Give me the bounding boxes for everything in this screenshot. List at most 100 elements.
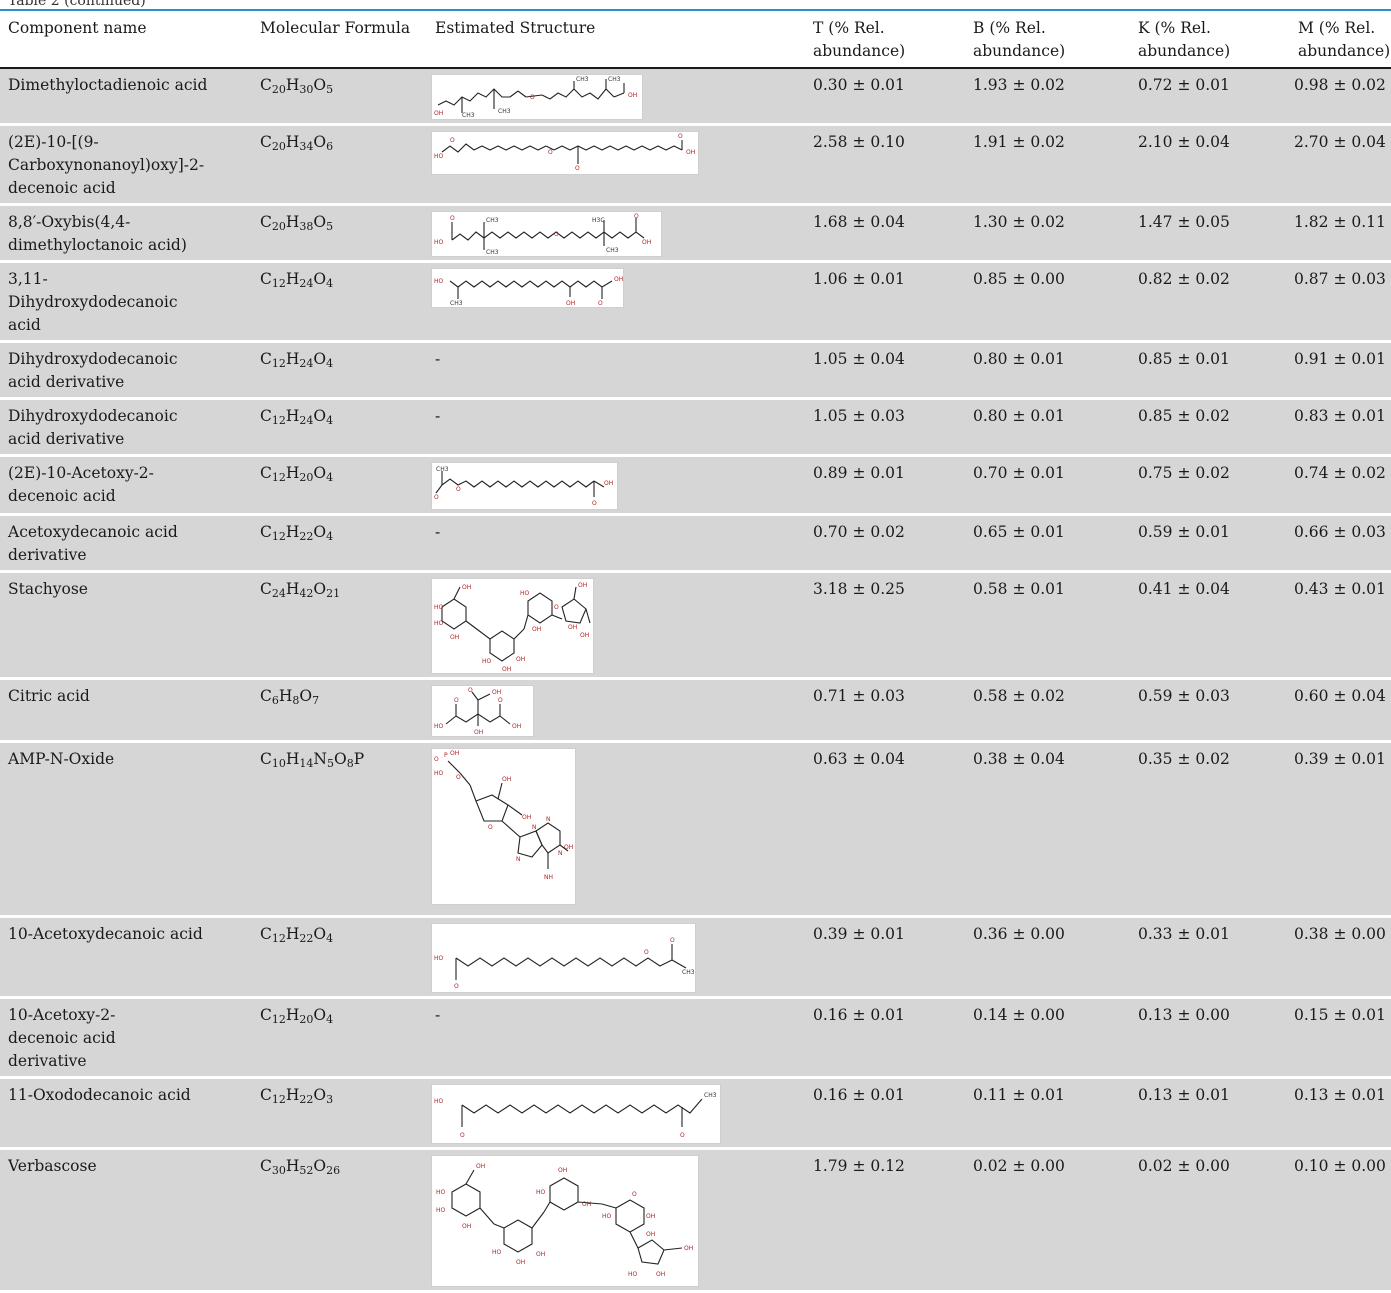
svg-text:OH: OH [462, 584, 471, 591]
svg-text:OH: OH [558, 1167, 567, 1174]
abundance-k-cell: 0.72 ± 0.01 [1130, 68, 1290, 125]
molecular-structure-image: O CH3 O O OH [431, 462, 618, 510]
structure-image-cell: OH OH O CH3 CH3 CH3 CH3 [427, 68, 805, 125]
svg-text:OH: OH [614, 276, 623, 283]
abundance-k-cell: 2.10 ± 0.04 [1130, 125, 1290, 205]
structure-image-cell: HO HO OH OH HO OH OH OH HO OH HO OH OH OH HO OH O [427, 1149, 805, 1292]
abundance-k-cell: 0.13 ± 0.00 [1130, 998, 1290, 1078]
svg-text:H3C: H3C [592, 217, 605, 224]
abundance-t-cell: 1.05 ± 0.04 [805, 342, 965, 399]
component-name-cell: AMP-N-Oxide [0, 742, 252, 917]
svg-text:OH: OH [434, 110, 443, 117]
component-name-cell: 10-Acetoxy-2-decenoic acid derivative [0, 998, 252, 1078]
abundance-t-cell: 0.89 ± 0.01 [805, 456, 965, 515]
svg-text:HO: HO [434, 153, 444, 160]
header-component-name: Component name [0, 12, 252, 68]
abundance-t-cell: 0.71 ± 0.03 [805, 679, 965, 742]
svg-text:HO: HO [434, 278, 444, 285]
table-row: (2E)-10-Acetoxy-2-decenoic acid C12H20O4 O… [0, 456, 1391, 515]
svg-text:CH3: CH3 [576, 76, 589, 83]
structure-image-cell: HO HO OH OH HO OH OH HO OH OH OH O OH [427, 572, 805, 679]
svg-text:CH3: CH3 [498, 108, 511, 115]
abundance-b-cell: 1.30 ± 0.02 [965, 205, 1130, 262]
abundance-k-cell: 0.85 ± 0.01 [1130, 342, 1290, 399]
header-k-abundance: K (% Rel. abundance) [1130, 12, 1290, 68]
abundance-m-cell: 0.91 ± 0.01 [1290, 342, 1391, 399]
abundance-m-cell: 2.70 ± 0.04 [1290, 125, 1391, 205]
abundance-t-cell: 3.18 ± 0.25 [805, 572, 965, 679]
table-row: Dimethyloctadienoic acid C20H30O5 OH OH O CH3… [0, 68, 1391, 125]
table-row: Dihydroxydodecanoic acid derivative C12H2… [0, 399, 1391, 456]
molecular-formula-cell: C10H14N5O8P [252, 742, 427, 917]
abundance-b-cell: 0.58 ± 0.02 [965, 679, 1130, 742]
table-row: (2E)-10-[(9-Carboxynonanoyl)oxy]-2-decen… [0, 125, 1391, 205]
structure-image-cell: HO OH OH O CH3 [427, 262, 805, 342]
abundance-k-cell: 0.59 ± 0.03 [1130, 679, 1290, 742]
svg-text:O: O [434, 494, 439, 501]
component-name-cell: Verbascose [0, 1149, 252, 1292]
svg-text:CH3: CH3 [450, 300, 463, 307]
svg-text:HO: HO [434, 1098, 444, 1105]
structure-placeholder: - [427, 399, 805, 456]
svg-text:OH: OH [564, 844, 573, 851]
abundance-b-cell: 0.65 ± 0.01 [965, 515, 1130, 572]
abundance-m-cell: 0.66 ± 0.03 [1290, 515, 1391, 572]
svg-text:NH: NH [544, 874, 553, 881]
abundance-b-cell: 0.80 ± 0.01 [965, 399, 1130, 456]
svg-text:O: O [456, 486, 461, 493]
svg-text:OH: OH [656, 1271, 665, 1278]
molecular-formula-cell: C12H22O3 [252, 1078, 427, 1149]
svg-text:OH: OH [580, 632, 589, 639]
svg-text:HO: HO [602, 1213, 612, 1220]
abundance-m-cell: 0.83 ± 0.01 [1290, 399, 1391, 456]
svg-text:O: O [680, 1132, 685, 1139]
svg-text:HO: HO [520, 590, 530, 597]
abundance-m-cell: 0.87 ± 0.03 [1290, 262, 1391, 342]
structure-placeholder: - [427, 342, 805, 399]
svg-text:CH3: CH3 [606, 247, 619, 254]
abundance-t-cell: 1.05 ± 0.03 [805, 399, 965, 456]
molecular-formula-cell: C12H20O4 [252, 456, 427, 515]
component-name-cell: 8,8′-Oxybis(4,4-dimethyloctanoic acid) [0, 205, 252, 262]
svg-text:OH: OH [502, 666, 511, 673]
svg-text:OH: OH [450, 634, 459, 641]
svg-text:O: O [454, 697, 459, 704]
abundance-k-cell: 0.82 ± 0.02 [1130, 262, 1290, 342]
abundance-k-cell: 0.02 ± 0.00 [1130, 1149, 1290, 1292]
abundance-m-cell: 0.60 ± 0.04 [1290, 679, 1391, 742]
svg-text:CH3: CH3 [436, 466, 449, 473]
table-row: 8,8′-Oxybis(4,4-dimethyloctanoic acid) C2… [0, 205, 1391, 262]
abundance-t-cell: 1.68 ± 0.04 [805, 205, 965, 262]
abundance-m-cell: 0.98 ± 0.02 [1290, 68, 1391, 125]
abundance-b-cell: 0.14 ± 0.00 [965, 998, 1130, 1078]
table-row: 10-Acetoxydecanoic acid C12H22O4 HO O O O CH3 0… [0, 917, 1391, 998]
table-row: Dihydroxydodecanoic acid derivative C12H2… [0, 342, 1391, 399]
svg-text:OH: OH [532, 626, 541, 633]
molecular-formula-cell: C30H52O26 [252, 1149, 427, 1292]
svg-text:CH3: CH3 [462, 112, 475, 119]
svg-text:HO: HO [434, 723, 444, 730]
abundance-k-cell: 0.59 ± 0.01 [1130, 515, 1290, 572]
abundance-t-cell: 1.06 ± 0.01 [805, 262, 965, 342]
svg-text:OH: OH [628, 92, 637, 99]
svg-text:OH: OH [686, 149, 695, 156]
svg-text:O: O [450, 215, 455, 222]
abundance-t-cell: 0.16 ± 0.01 [805, 1078, 965, 1149]
structure-image-cell: HO O O OH O O [427, 125, 805, 205]
abundance-k-cell: 0.41 ± 0.04 [1130, 572, 1290, 679]
component-name-cell: Dimethyloctadienoic acid [0, 68, 252, 125]
svg-text:CH3: CH3 [486, 217, 499, 224]
abundance-k-cell: 0.35 ± 0.02 [1130, 742, 1290, 917]
svg-text:CH3: CH3 [704, 1092, 717, 1099]
table-top-rule [0, 9, 1391, 11]
structure-image-cell: HO O O O CH3 [427, 917, 805, 998]
svg-text:O: O [592, 500, 597, 507]
component-name-cell: Stachyose [0, 572, 252, 679]
table-row: 3,11-Dihydroxydodecanoic acid C12H24O4 HO O… [0, 262, 1391, 342]
abundance-t-cell: 1.79 ± 0.12 [805, 1149, 965, 1292]
svg-text:OH: OH [646, 1231, 655, 1238]
svg-text:OH: OH [642, 239, 651, 246]
svg-text:HO: HO [536, 1189, 546, 1196]
molecular-formula-cell: C12H24O4 [252, 399, 427, 456]
